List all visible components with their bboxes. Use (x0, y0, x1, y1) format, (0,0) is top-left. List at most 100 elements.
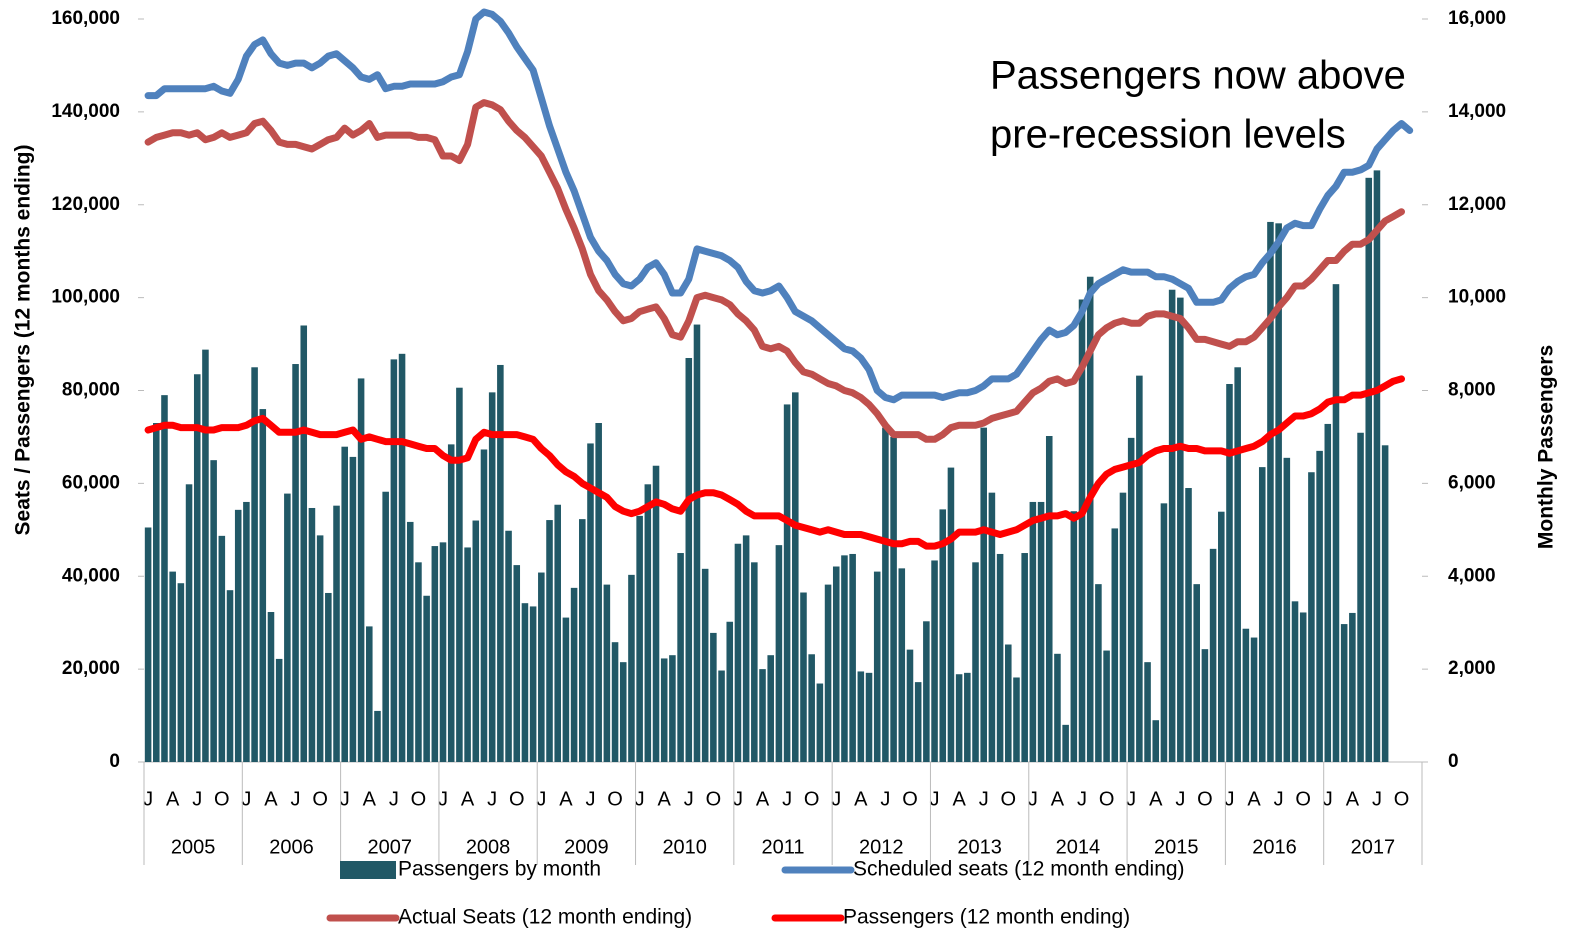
bar (611, 642, 619, 762)
bar (693, 324, 701, 762)
x-tick-label: O (1001, 788, 1017, 810)
bar (488, 392, 496, 762)
year-label: 2017 (1351, 836, 1396, 858)
bar (652, 465, 660, 762)
bar (1070, 511, 1078, 762)
bar (587, 443, 594, 762)
x-tick-label: J (1323, 788, 1333, 810)
y-tick-label: 80,000 (62, 380, 120, 401)
y2-tick-label: 16,000 (1448, 8, 1506, 29)
bar (1308, 472, 1315, 762)
year-label: 2011 (761, 836, 804, 858)
bar (1226, 383, 1233, 762)
x-tick-label: O (607, 788, 623, 810)
x-tick-label: A (854, 788, 868, 810)
bar (914, 682, 922, 762)
bar (636, 515, 643, 762)
bar (505, 530, 512, 762)
bar (701, 568, 709, 762)
bar (1250, 637, 1258, 762)
y2-tick-label: 12,000 (1448, 194, 1506, 215)
bar (538, 572, 545, 762)
bar (816, 683, 824, 762)
x-tick-label: J (930, 788, 940, 810)
bar (275, 658, 283, 762)
bar (1283, 457, 1291, 762)
year-label: 2010 (662, 836, 707, 858)
x-tick-label: J (831, 788, 841, 810)
x-tick-label: O (1099, 788, 1115, 810)
legend-label: Passengers (12 month ending) (843, 906, 1130, 929)
year-label: 2005 (171, 836, 216, 858)
x-tick-label: J (1224, 788, 1234, 810)
y-tick-label: 160,000 (51, 8, 120, 29)
bar (1234, 367, 1241, 762)
bar (595, 423, 602, 762)
bar (783, 404, 791, 762)
y-tick-label: 60,000 (62, 472, 120, 493)
bar (1193, 584, 1200, 762)
bar (210, 460, 217, 762)
bar (415, 562, 422, 762)
bar (366, 626, 373, 762)
bar (292, 364, 299, 762)
y-axis-title: Seats / Passengers (12 months ending) (12, 145, 35, 536)
bar (669, 655, 676, 762)
x-tick-label: J (782, 788, 792, 810)
bar (1340, 624, 1348, 762)
y-tick-label: 0 (109, 751, 120, 772)
bar (1332, 284, 1340, 762)
year-label: 2014 (1056, 836, 1101, 858)
x-tick-label: A (264, 788, 278, 810)
x-tick-label: A (559, 788, 573, 810)
bar (251, 367, 258, 762)
bar (685, 357, 693, 762)
x-tick-label: J (979, 788, 989, 810)
x-tick-label: O (509, 788, 525, 810)
x-tick-label: J (684, 788, 694, 810)
bar (570, 587, 578, 762)
bar (865, 672, 873, 762)
bar (341, 446, 348, 762)
bar (1005, 644, 1012, 762)
bar (169, 571, 176, 762)
x-tick-label: A (756, 788, 770, 810)
bar (718, 670, 725, 762)
bar (144, 527, 152, 762)
bar (1127, 437, 1135, 762)
x-tick-label: J (880, 788, 890, 810)
line (144, 99, 1405, 443)
bar (1086, 276, 1094, 762)
bar (357, 378, 365, 762)
year-label: 2009 (564, 836, 609, 858)
bar (431, 546, 439, 762)
bar (267, 612, 275, 762)
bar (243, 501, 250, 762)
x-tick-label: J (340, 788, 350, 810)
x-tick-label: A (461, 788, 475, 810)
y2-tick-label: 4,000 (1448, 565, 1496, 586)
annotation: pre-recession levels (990, 113, 1346, 157)
x-tick-label: J (1028, 788, 1038, 810)
bar (898, 568, 906, 762)
bar (710, 632, 717, 762)
bar (1275, 223, 1282, 762)
bar (939, 509, 947, 762)
bar (890, 436, 897, 762)
bar (1152, 720, 1160, 762)
bar (1365, 177, 1373, 762)
bar (1209, 548, 1217, 762)
bar (1013, 677, 1020, 762)
bar (554, 504, 561, 762)
x-tick-label: J (1274, 788, 1284, 810)
bar (1201, 649, 1209, 762)
bar (931, 560, 938, 762)
bar (767, 655, 774, 762)
bar (398, 353, 406, 762)
bar (1168, 289, 1176, 762)
bar (751, 562, 758, 762)
x-tick-label: A (952, 788, 966, 810)
bar (513, 565, 521, 762)
bar (660, 658, 668, 762)
